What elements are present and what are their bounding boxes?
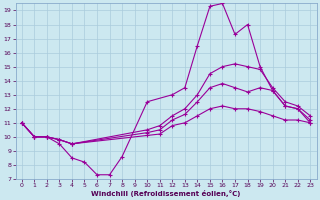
X-axis label: Windchill (Refroidissement éolien,°C): Windchill (Refroidissement éolien,°C) xyxy=(91,190,241,197)
